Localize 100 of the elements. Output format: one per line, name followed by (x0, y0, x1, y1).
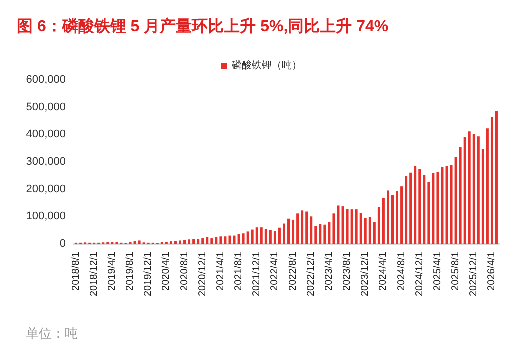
bar (138, 240, 141, 244)
x-tick-label: 2022/8/1 (288, 252, 299, 291)
bar (468, 132, 471, 244)
bar (450, 165, 453, 244)
x-tick-label: 2020/8/1 (179, 252, 190, 291)
bar (328, 222, 331, 244)
bar (423, 175, 426, 244)
bar (251, 230, 254, 244)
x-tick-label: 2018/8/1 (70, 252, 82, 291)
bar (282, 224, 286, 244)
bar (210, 238, 214, 244)
y-tick-label: 0 (60, 238, 66, 250)
bar (306, 212, 308, 244)
bar (184, 240, 186, 244)
bar (386, 190, 390, 244)
text: 单位：吨 (26, 326, 78, 341)
bar (260, 228, 263, 244)
bar (410, 172, 412, 244)
bar (400, 186, 404, 244)
bar (432, 173, 435, 244)
bar (414, 166, 417, 244)
bar (264, 230, 268, 244)
bar (441, 167, 444, 244)
bar (392, 195, 394, 244)
bar (486, 128, 489, 244)
x-tick-label: 2018/12/1 (88, 252, 100, 296)
bar (220, 236, 222, 244)
bar (292, 220, 295, 244)
bar (296, 214, 300, 244)
bar (378, 207, 380, 244)
x-tick-label: 2019/4/1 (106, 252, 118, 291)
y-tick-label: 100,000 (26, 210, 66, 223)
x-tick-label: 2022/4/1 (270, 252, 281, 291)
x-tick-label: 2019/12/1 (143, 252, 154, 296)
bar (364, 218, 367, 244)
bar (368, 217, 372, 244)
chart-title: 图 6：磷酸铁锂 5 月产量环比上升 5%,同比上升 74% (17, 18, 389, 36)
bar (454, 157, 458, 244)
legend-label: 磷酸铁锂（吨） (231, 60, 302, 72)
x-tick-label: 2025/4/1 (432, 252, 444, 291)
bar (396, 191, 399, 244)
bar (482, 149, 484, 244)
y-tick-label: 400,000 (26, 128, 66, 141)
bar (179, 240, 182, 244)
y-tick-label: 200,000 (26, 183, 66, 196)
bar (274, 231, 276, 244)
x-tick-label: 2024/8/1 (396, 252, 408, 291)
bar (228, 236, 232, 244)
x-tick-label: 2023/12/1 (360, 252, 372, 296)
bar (197, 239, 200, 244)
bar (332, 214, 336, 244)
y-tick-label: 500,000 (26, 101, 66, 114)
bar (288, 218, 290, 244)
x-tick-label: 2022/12/1 (306, 252, 317, 296)
bar (242, 234, 245, 244)
bar (188, 240, 191, 244)
bar (310, 216, 313, 244)
bar (215, 237, 218, 244)
bar (238, 234, 240, 244)
bar (256, 228, 258, 244)
x-tick-label: 2026/4/1 (486, 252, 498, 291)
bar (174, 241, 177, 244)
bar (346, 209, 349, 244)
bar (472, 134, 476, 244)
bar (436, 172, 440, 244)
bar (464, 137, 466, 244)
x-tick-label: 2023/8/1 (342, 252, 354, 291)
bar (314, 226, 318, 244)
x-tick-label: 2025/12/1 (468, 252, 480, 296)
x-tick-label: 2020/4/1 (161, 252, 172, 291)
bar (350, 210, 354, 244)
bar (224, 236, 227, 244)
bar (342, 206, 344, 244)
x-tick-label: 2021/4/1 (215, 252, 226, 291)
y-tick-label: 600,000 (26, 74, 66, 86)
bar (246, 232, 250, 244)
y-tick-label: 300,000 (26, 156, 66, 168)
bar (269, 230, 272, 244)
bar (477, 136, 480, 244)
x-tick-label: 2021/12/1 (252, 252, 263, 296)
bar (324, 224, 326, 244)
bar (192, 239, 196, 244)
bar (202, 238, 204, 244)
bar (459, 146, 462, 244)
bar (206, 237, 209, 244)
bar (301, 210, 304, 244)
bar (490, 117, 494, 244)
bar (360, 213, 362, 244)
x-tick-label: 2019/8/1 (125, 252, 136, 291)
x-tick-label: 2021/8/1 (234, 252, 245, 291)
bar (134, 240, 136, 244)
x-tick-label: 2020/12/1 (197, 252, 208, 296)
bar (428, 182, 430, 244)
bar (418, 169, 422, 244)
x-tick-label: 2024/4/1 (378, 252, 390, 291)
bar (355, 210, 358, 244)
x-tick-label: 2025/8/1 (450, 252, 462, 291)
x-tick-label: 2023/4/1 (324, 252, 335, 291)
bar (278, 228, 281, 244)
bar (373, 222, 376, 244)
